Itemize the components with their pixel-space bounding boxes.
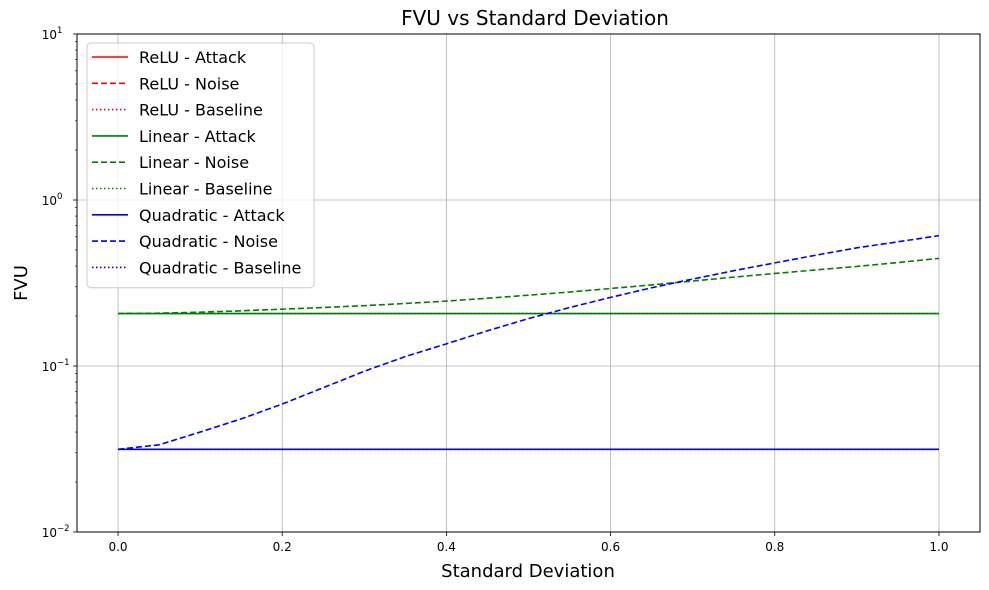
series-line-linear-noise — [118, 257, 940, 315]
legend-label: ReLU - Attack — [139, 48, 247, 67]
y-tick-exponent: 1 — [57, 26, 62, 36]
y-tick-base: 10 — [42, 526, 57, 540]
legend-label: Linear - Baseline — [139, 180, 273, 199]
x-tick-label: 0.4 — [437, 540, 456, 554]
y-tick-label: 10 −2 — [42, 524, 70, 540]
legend-label: ReLU - Baseline — [139, 101, 263, 120]
y-tick-base: 10 — [42, 194, 57, 208]
x-tick-label: 0.0 — [108, 540, 127, 554]
y-axis-label: FVU — [11, 265, 32, 301]
y-tick-exponent: −1 — [57, 358, 70, 368]
y-tick-base: 10 — [42, 360, 57, 374]
legend-label: ReLU - Noise — [139, 74, 239, 93]
legend: ReLU - Attack ReLU - Noise ReLU - Baseline… — [86, 42, 315, 289]
legend-label: Quadratic - Baseline — [139, 258, 301, 277]
y-tick-exponent: 0 — [57, 192, 62, 202]
legend-label: Linear - Noise — [139, 153, 249, 172]
x-tick-label: 0.8 — [765, 540, 784, 554]
y-tick-label: 10 −1 — [42, 358, 70, 374]
chart-title: FVU vs Standard Deviation — [401, 6, 669, 30]
y-tick-label: 10 1 — [42, 26, 63, 42]
legend-label: Linear - Attack — [139, 127, 256, 146]
legend-label: Quadratic - Noise — [139, 232, 278, 251]
legend-label: Quadratic - Attack — [139, 206, 285, 225]
y-tick-label: 10 0 — [42, 192, 63, 208]
series-line-quadratic-noise — [117, 234, 940, 451]
x-axis-label: Standard Deviation — [441, 561, 615, 582]
y-tick-base: 10 — [42, 28, 57, 42]
legend-box — [86, 42, 315, 289]
series-lines — [117, 234, 940, 451]
plot-frame — [76, 33, 981, 533]
x-tick-label: 1.0 — [929, 540, 948, 554]
x-tick-label: 0.2 — [273, 540, 292, 554]
x-tick-label: 0.6 — [601, 540, 620, 554]
y-tick-exponent: −2 — [57, 524, 70, 534]
